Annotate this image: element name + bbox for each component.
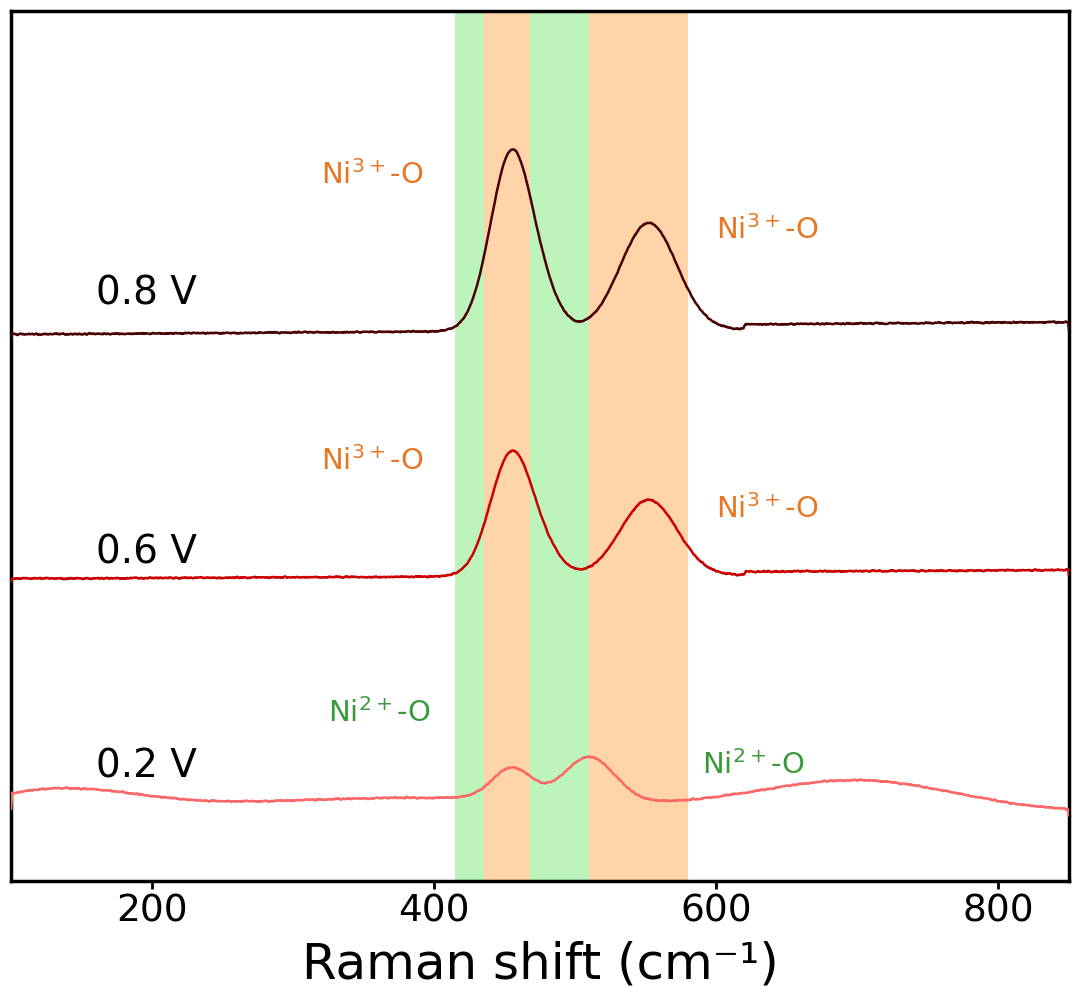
Text: Ni$^{3+}$-O: Ni$^{3+}$-O xyxy=(322,446,424,476)
Text: 0.8 V: 0.8 V xyxy=(96,274,197,312)
Bar xyxy=(590,11,688,881)
Text: Ni$^{2+}$-O: Ni$^{2+}$-O xyxy=(328,698,431,728)
Text: Ni$^{2+}$-O: Ni$^{2+}$-O xyxy=(702,750,805,780)
X-axis label: Raman shift (cm⁻¹): Raman shift (cm⁻¹) xyxy=(301,941,779,989)
Text: Ni$^{3+}$-O: Ni$^{3+}$-O xyxy=(716,494,819,524)
Text: 0.6 V: 0.6 V xyxy=(96,533,197,571)
Text: 0.2 V: 0.2 V xyxy=(96,747,197,785)
Bar xyxy=(456,11,484,881)
Text: Ni$^{3+}$-O: Ni$^{3+}$-O xyxy=(322,160,424,190)
Text: Ni$^{3+}$-O: Ni$^{3+}$-O xyxy=(716,215,819,245)
Bar xyxy=(530,11,590,881)
Bar xyxy=(484,11,530,881)
